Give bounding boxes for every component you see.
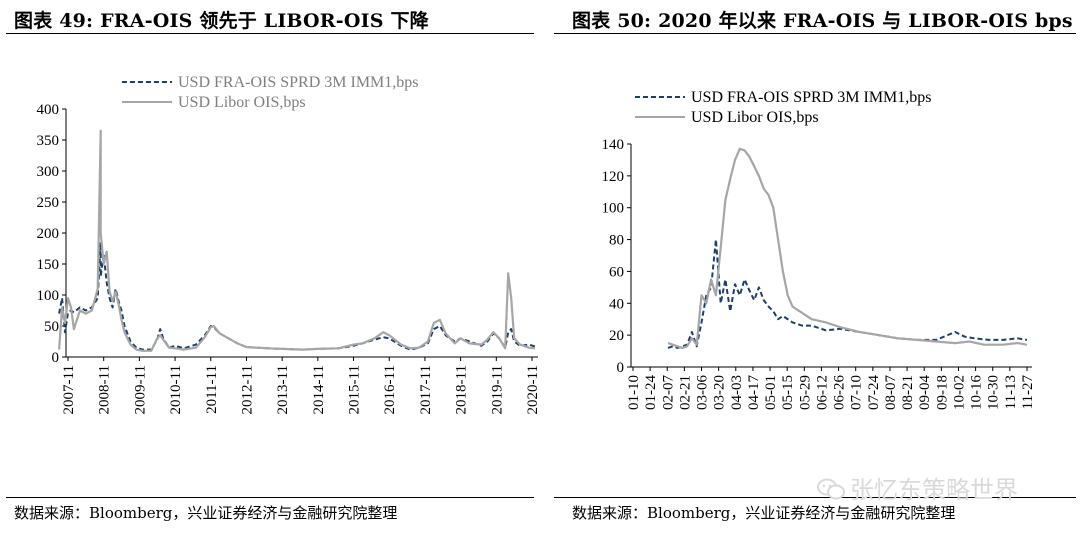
left-y-tick-label: 350 xyxy=(37,133,60,149)
left-series-libor-ois-line xyxy=(58,129,536,352)
right-legend-label: USD Libor OIS,bps xyxy=(691,109,819,126)
right-x-tick-label: 06-26 xyxy=(832,375,848,410)
left-figure-title: 图表 49: FRA-OIS 领先于 LIBOR-OIS 下降 xyxy=(14,10,429,32)
left-x-tick-label: 2012-11 xyxy=(239,365,255,414)
left-source-rule xyxy=(6,497,534,498)
left-x-tick-label: 2011-11 xyxy=(204,365,220,414)
right-x-tick-label: 03-06 xyxy=(695,375,711,410)
right-x-tick-label: 02-21 xyxy=(677,375,693,410)
left-line-chart: 0 50 100 150 200 250 300 350 400 2007-11 2008-11 20… xyxy=(37,74,541,414)
watermark: 张忆东策略世界 xyxy=(816,470,1018,505)
right-source-note: 数据来源：Bloomberg，兴业证券经济与金融研究院整理 xyxy=(572,504,956,522)
right-x-tick-label: 03-20 xyxy=(712,375,728,410)
right-y-tick-label: 120 xyxy=(602,169,625,185)
right-y-tick-label: 40 xyxy=(609,296,624,312)
right-x-tick-label: 06-12 xyxy=(814,375,830,410)
right-figure-title: 图表 50: 2020 年以来 FRA-OIS 与 LIBOR-OIS bps xyxy=(572,10,1073,32)
left-x-tick-label: 2013-11 xyxy=(275,365,291,414)
right-x-tick-label: 01-24 xyxy=(643,375,659,410)
right-y-tick-label: 100 xyxy=(602,201,625,217)
right-series-fra-ois-line xyxy=(667,238,1028,349)
left-legend-label: USD FRA-OIS SPRD 3M IMM1,bps xyxy=(178,74,419,91)
right-x-tick-label: 04-03 xyxy=(729,375,745,410)
right-x-tick-label: 09-04 xyxy=(917,375,933,410)
right-x-tick-label: 05-15 xyxy=(780,375,796,410)
right-title-rule xyxy=(554,33,1076,34)
right-x-tick-label: 11-27 xyxy=(1020,375,1036,410)
watermark-text: 张忆东策略世界 xyxy=(850,476,1018,504)
left-legend-label: USD Libor OIS,bps xyxy=(178,94,306,111)
right-x-tick-label: 07-24 xyxy=(866,375,882,410)
left-x-tick-label: 2007-11 xyxy=(61,365,77,414)
left-y-tick-label: 100 xyxy=(37,288,60,304)
left-series-fra-ois-line xyxy=(58,241,536,351)
right-y-tick-label: 60 xyxy=(609,264,624,280)
left-x-tick-label: 2010-11 xyxy=(168,365,184,414)
left-y-tick-label: 400 xyxy=(37,102,60,118)
left-x-tick-label: 2014-11 xyxy=(311,365,327,414)
left-x-tick-label: 2009-11 xyxy=(132,365,148,414)
right-y-tick-label: 20 xyxy=(609,328,624,344)
right-figure-panel: 图表 50: 2020 年以来 FRA-OIS 与 LIBOR-OIS bps … xyxy=(540,0,1080,535)
right-y-tick-label: 0 xyxy=(617,360,625,376)
left-figure-panel: 图表 49: FRA-OIS 领先于 LIBOR-OIS 下降 0 50 100 15… xyxy=(6,10,541,522)
right-y-tick-label: 80 xyxy=(609,233,624,249)
right-x-tick-label: 02-07 xyxy=(660,375,676,410)
right-x-tick-label: 09-18 xyxy=(934,375,950,410)
left-title-rule xyxy=(6,33,534,34)
left-y-tick-label: 50 xyxy=(44,319,59,335)
right-x-tick-label: 08-07 xyxy=(883,375,899,410)
right-x-tick-label: 08-21 xyxy=(900,375,916,410)
right-x-tick-label: 11-13 xyxy=(1003,375,1019,409)
right-y-tick-label: 140 xyxy=(602,137,625,153)
left-y-tick-label: 150 xyxy=(37,257,60,273)
left-x-tick-label: 2015-11 xyxy=(347,365,363,414)
left-x-tick-label: 2008-11 xyxy=(97,365,113,414)
right-x-tick-label: 07-10 xyxy=(849,375,865,410)
left-x-tick-label: 2017-11 xyxy=(418,365,434,414)
left-y-tick-label: 250 xyxy=(37,195,60,211)
left-x-tick-label: 2019-11 xyxy=(489,365,505,414)
right-legend-label: USD FRA-OIS SPRD 3M IMM1,bps xyxy=(691,89,932,106)
left-source-note: 数据来源：Bloomberg，兴业证券经济与金融研究院整理 xyxy=(14,504,398,522)
right-x-tick-label: 10-16 xyxy=(969,375,985,410)
right-x-tick-label: 10-02 xyxy=(951,375,967,410)
right-series-libor-ois-line xyxy=(667,147,1028,349)
wechat-icon xyxy=(817,478,845,500)
right-source-rule xyxy=(554,497,1076,498)
right-x-tick-label: 04-17 xyxy=(746,375,762,410)
right-x-tick-label: 01-10 xyxy=(626,375,642,410)
right-x-tick-label: 05-01 xyxy=(763,375,779,410)
left-y-tick-label: 300 xyxy=(37,164,60,180)
left-x-tick-label: 2016-11 xyxy=(382,365,398,414)
right-x-tick-label: 05-29 xyxy=(797,375,813,410)
right-x-tick-label: 10-30 xyxy=(986,375,1002,410)
left-y-tick-label: 200 xyxy=(37,226,60,242)
left-y-tick-label: 0 xyxy=(52,350,60,366)
left-x-tick-label: 2020-11 xyxy=(525,365,540,414)
left-x-tick-label: 2018-11 xyxy=(454,365,470,414)
